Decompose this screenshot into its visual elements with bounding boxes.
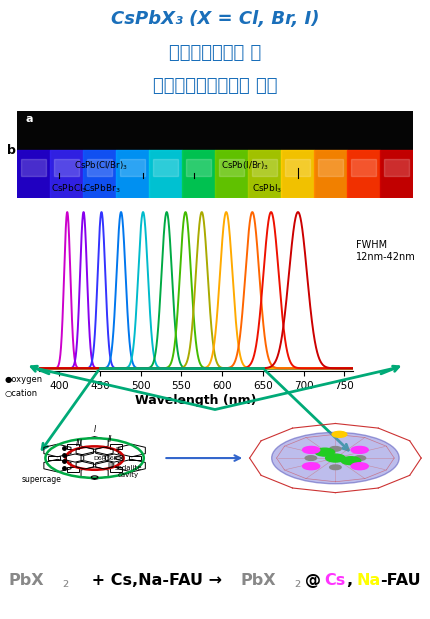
Text: -FAU: -FAU [381,573,421,588]
Bar [248,150,281,198]
Circle shape [272,433,399,483]
Text: ○cation: ○cation [4,389,37,398]
Bar [314,150,347,198]
Text: PbX: PbX [9,573,44,588]
Text: CsPbBr$_3$: CsPbBr$_3$ [83,183,120,195]
Circle shape [326,454,345,462]
Text: PbX: PbX [241,573,276,588]
Bar [318,159,343,176]
Text: Na: Na [357,573,381,588]
Bar [380,150,413,198]
Text: b: b [7,144,16,157]
Text: II: II [108,435,113,444]
Circle shape [330,446,341,451]
Bar [50,150,83,198]
Circle shape [315,448,335,456]
Bar [17,150,50,198]
Bar [351,159,376,176]
Text: CsPbI$_3$: CsPbI$_3$ [252,183,282,195]
Text: CsPbX₃ (X = Cl, Br, I): CsPbX₃ (X = Cl, Br, I) [111,10,319,28]
Text: CsPb(I/Br)$_3$: CsPb(I/Br)$_3$ [221,159,269,172]
Text: @: @ [305,573,321,588]
X-axis label: Wavelength (nm): Wavelength (nm) [135,394,256,407]
Bar [120,159,145,176]
Text: 페로브스카이트 및: 페로브스카이트 및 [169,43,261,62]
Circle shape [351,463,368,470]
Circle shape [303,463,320,470]
Text: ,: , [346,573,352,588]
Text: CsPbCl$_3$: CsPbCl$_3$ [51,183,87,195]
Bar [182,150,215,198]
Text: ₂: ₂ [62,575,69,590]
Text: 유사페로브스카이트 조성: 유사페로브스카이트 조성 [153,77,277,95]
Text: sodalite
cavity: sodalite cavity [114,464,142,477]
Circle shape [354,456,366,461]
Text: S6R: S6R [107,456,119,461]
Text: III': III' [108,463,115,469]
Text: D6R: D6R [94,456,107,461]
Circle shape [332,431,347,437]
Text: I: I [93,425,96,434]
Circle shape [351,446,368,453]
Bar [285,159,310,176]
Bar [347,150,380,198]
Bar [153,159,178,176]
Bar [186,159,211,176]
Text: ●oxygen: ●oxygen [4,375,43,384]
Bar [384,159,409,176]
Circle shape [341,457,361,465]
Bar [116,150,149,198]
Bar [149,150,182,198]
Text: a: a [25,114,33,124]
Bar [215,150,248,198]
Bar [21,159,46,176]
Bar [87,159,112,176]
Circle shape [303,446,320,453]
Text: supercage: supercage [22,475,61,483]
Bar [281,150,314,198]
Circle shape [330,465,341,470]
Text: FWHM
12nm-42nm: FWHM 12nm-42nm [356,240,415,262]
Bar [252,159,277,176]
Text: Cs: Cs [325,573,346,588]
Circle shape [305,456,316,461]
Text: + Cs,Na-FAU →: + Cs,Na-FAU → [86,573,227,588]
Text: III: III [76,439,82,448]
Text: CsPb(Cl/Br)$_3$: CsPb(Cl/Br)$_3$ [74,159,129,172]
Text: ₂: ₂ [295,575,301,590]
Bar [54,159,79,176]
Bar [83,150,116,198]
Text: II': II' [115,448,121,454]
Bar [219,159,244,176]
